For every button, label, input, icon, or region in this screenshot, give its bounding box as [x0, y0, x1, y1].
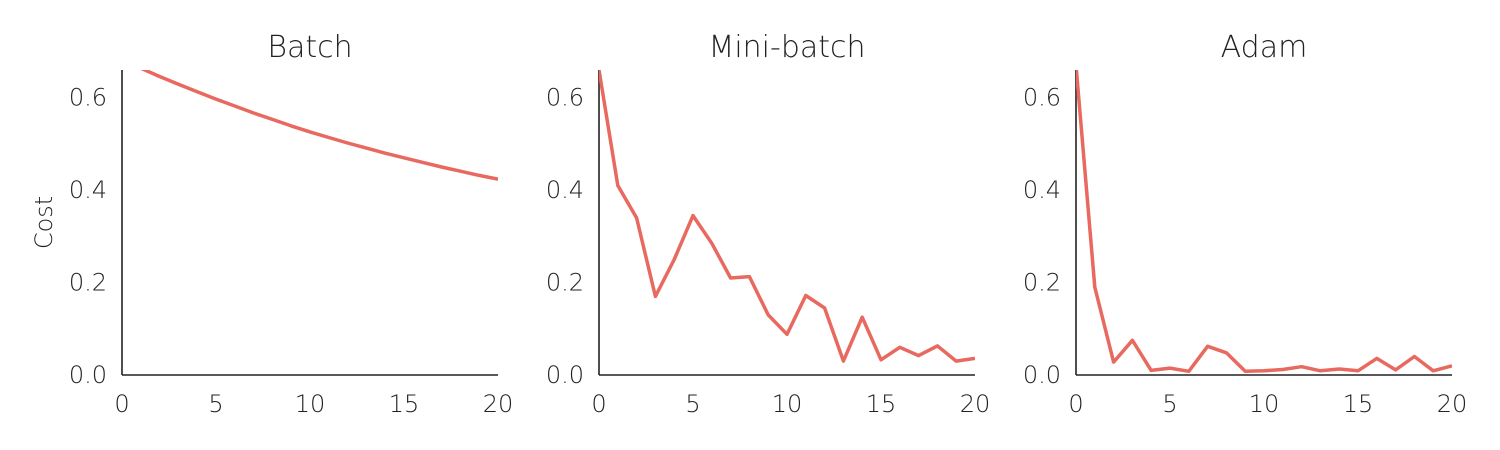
- x-tick-label: 10: [295, 390, 326, 418]
- y-tick-label: 0.6: [546, 84, 584, 112]
- x-tick-label: 0: [591, 390, 606, 418]
- y-tick-label: 0.0: [69, 361, 107, 389]
- y-tick-label: 0.6: [1023, 84, 1061, 112]
- x-tick-label: 10: [1249, 390, 1280, 418]
- chart-title: Adam: [1221, 30, 1308, 65]
- subplot-3: Adam 0.0 0.2 0.4 0.6 0 5 10 15 20: [1023, 30, 1467, 418]
- x-tick-label: 20: [1437, 390, 1468, 418]
- x-tick-label: 10: [772, 390, 803, 418]
- chart-title: Mini-batch: [708, 30, 865, 65]
- y-tick-label: 0.2: [69, 269, 107, 297]
- x-tick-label: 0: [114, 390, 129, 418]
- y-tick-label: 0.2: [546, 269, 584, 297]
- series-line: [140, 70, 498, 181]
- x-tick-label: 15: [866, 390, 897, 418]
- chart-title: Batch: [267, 30, 352, 65]
- x-tick-label: 0: [1068, 390, 1083, 418]
- series-line: [599, 70, 975, 363]
- series-line: [1076, 70, 1452, 374]
- x-tick-label: 5: [685, 390, 700, 418]
- x-tick-label: 5: [1162, 390, 1177, 418]
- x-tick-label: 20: [483, 390, 514, 418]
- subplot-1: Batch Cost 0.0 0.2 0.4 0.6 0 5 10 15 20: [30, 30, 513, 418]
- x-tick-label: 15: [389, 390, 420, 418]
- y-tick-label: 0.4: [546, 176, 584, 204]
- y-tick-label: 0.6: [69, 84, 107, 112]
- x-tick-label: 15: [1343, 390, 1374, 418]
- x-tick-label: 20: [960, 390, 991, 418]
- y-tick-label: 0.4: [69, 176, 107, 204]
- x-tick-label: 5: [208, 390, 223, 418]
- subplot-2: Mini-batch 0.0 0.2 0.4 0.6 0 5 10 15 20: [546, 30, 990, 418]
- y-tick-label: 0.2: [1023, 269, 1061, 297]
- y-tick-label: 0.0: [546, 361, 584, 389]
- y-tick-label: 0.0: [1023, 361, 1061, 389]
- y-tick-label: 0.4: [1023, 176, 1061, 204]
- y-axis-label: Cost: [30, 196, 58, 249]
